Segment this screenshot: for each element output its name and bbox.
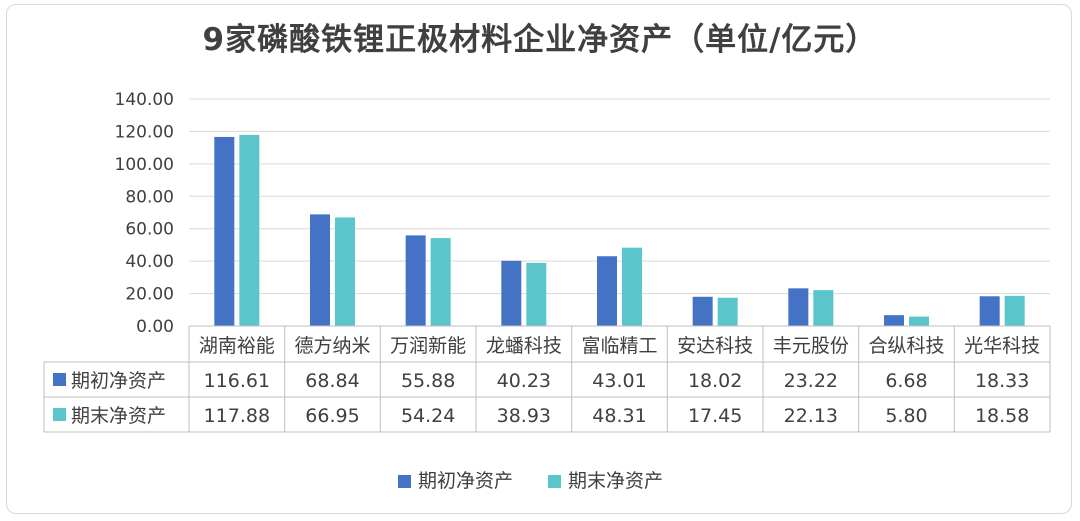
table-legend-key: [53, 408, 66, 421]
x-category-label: 德方纳米: [294, 335, 370, 357]
bar-opening: [884, 315, 904, 326]
bar-closing: [526, 262, 547, 326]
bar-opening: [788, 288, 809, 326]
x-category-label: 丰元股份: [773, 335, 849, 357]
table-value-cell: 6.68: [885, 370, 927, 392]
legend-swatch: [548, 475, 561, 488]
table-value-cell: 18.33: [975, 370, 1029, 392]
x-category-label: 安达科技: [677, 335, 753, 357]
table-value-cell: 48.31: [592, 405, 646, 427]
bar-closing: [430, 238, 451, 326]
table-value-cell: 18.02: [688, 370, 742, 392]
x-category-label: 合纵科技: [868, 335, 944, 357]
x-category-label: 湖南裕能: [199, 335, 275, 357]
table-row-header: 期末净资产: [71, 405, 166, 427]
bar-opening: [501, 260, 522, 326]
y-tick-label: 80.00: [125, 187, 174, 207]
y-tick-label: 60.00: [125, 220, 174, 240]
table-value-cell: 17.45: [688, 405, 742, 427]
y-tick-label: 0.00: [136, 317, 174, 337]
table-value-cell: 68.84: [305, 370, 359, 392]
bar-opening: [979, 296, 1000, 326]
bar-opening: [597, 256, 617, 326]
bar-closing: [622, 247, 642, 326]
chart-title: 9家磷酸铁锂正极材料企业净资产（单位/亿元）: [202, 22, 878, 58]
table-value-cell: 54.24: [401, 405, 455, 427]
legend-swatch: [398, 475, 411, 488]
bar-closing: [717, 297, 738, 326]
table-value-cell: 40.23: [497, 370, 551, 392]
bar-opening: [405, 235, 426, 326]
table-legend-key: [53, 373, 66, 386]
bar-closing: [335, 217, 355, 326]
legend-label: 期初净资产: [418, 470, 513, 492]
table-value-cell: 22.13: [784, 405, 838, 427]
table-value-cell: 18.58: [975, 405, 1029, 427]
y-tick-label: 40.00: [125, 252, 174, 272]
x-category-label: 龙蟠科技: [486, 335, 562, 357]
x-category-label: 光华科技: [964, 335, 1040, 357]
y-tick-label: 140.00: [115, 90, 174, 110]
table-value-cell: 116.61: [204, 370, 270, 392]
table-value-cell: 43.01: [592, 370, 646, 392]
bar-closing: [909, 316, 929, 326]
x-category-label: 富临精工: [581, 335, 657, 357]
chart-frame: [6, 4, 1072, 514]
bar-opening: [692, 296, 713, 326]
bar-opening: [214, 136, 235, 326]
bar-closing: [813, 290, 834, 326]
bar-closing: [1004, 295, 1025, 326]
y-tick-label: 100.00: [115, 155, 174, 175]
table-value-cell: 5.80: [885, 405, 927, 427]
legend-label: 期末净资产: [568, 470, 663, 492]
table-value-cell: 117.88: [204, 405, 270, 427]
x-category-label: 万润新能: [390, 335, 466, 357]
table-value-cell: 38.93: [497, 405, 551, 427]
table-value-cell: 23.22: [784, 370, 838, 392]
table-value-cell: 66.95: [305, 405, 359, 427]
table-value-cell: 55.88: [401, 370, 455, 392]
y-tick-label: 20.00: [125, 285, 174, 305]
bar-opening: [310, 214, 330, 326]
y-tick-label: 120.00: [115, 122, 174, 142]
table-row-header: 期初净资产: [71, 370, 166, 392]
bar-closing: [239, 134, 260, 326]
